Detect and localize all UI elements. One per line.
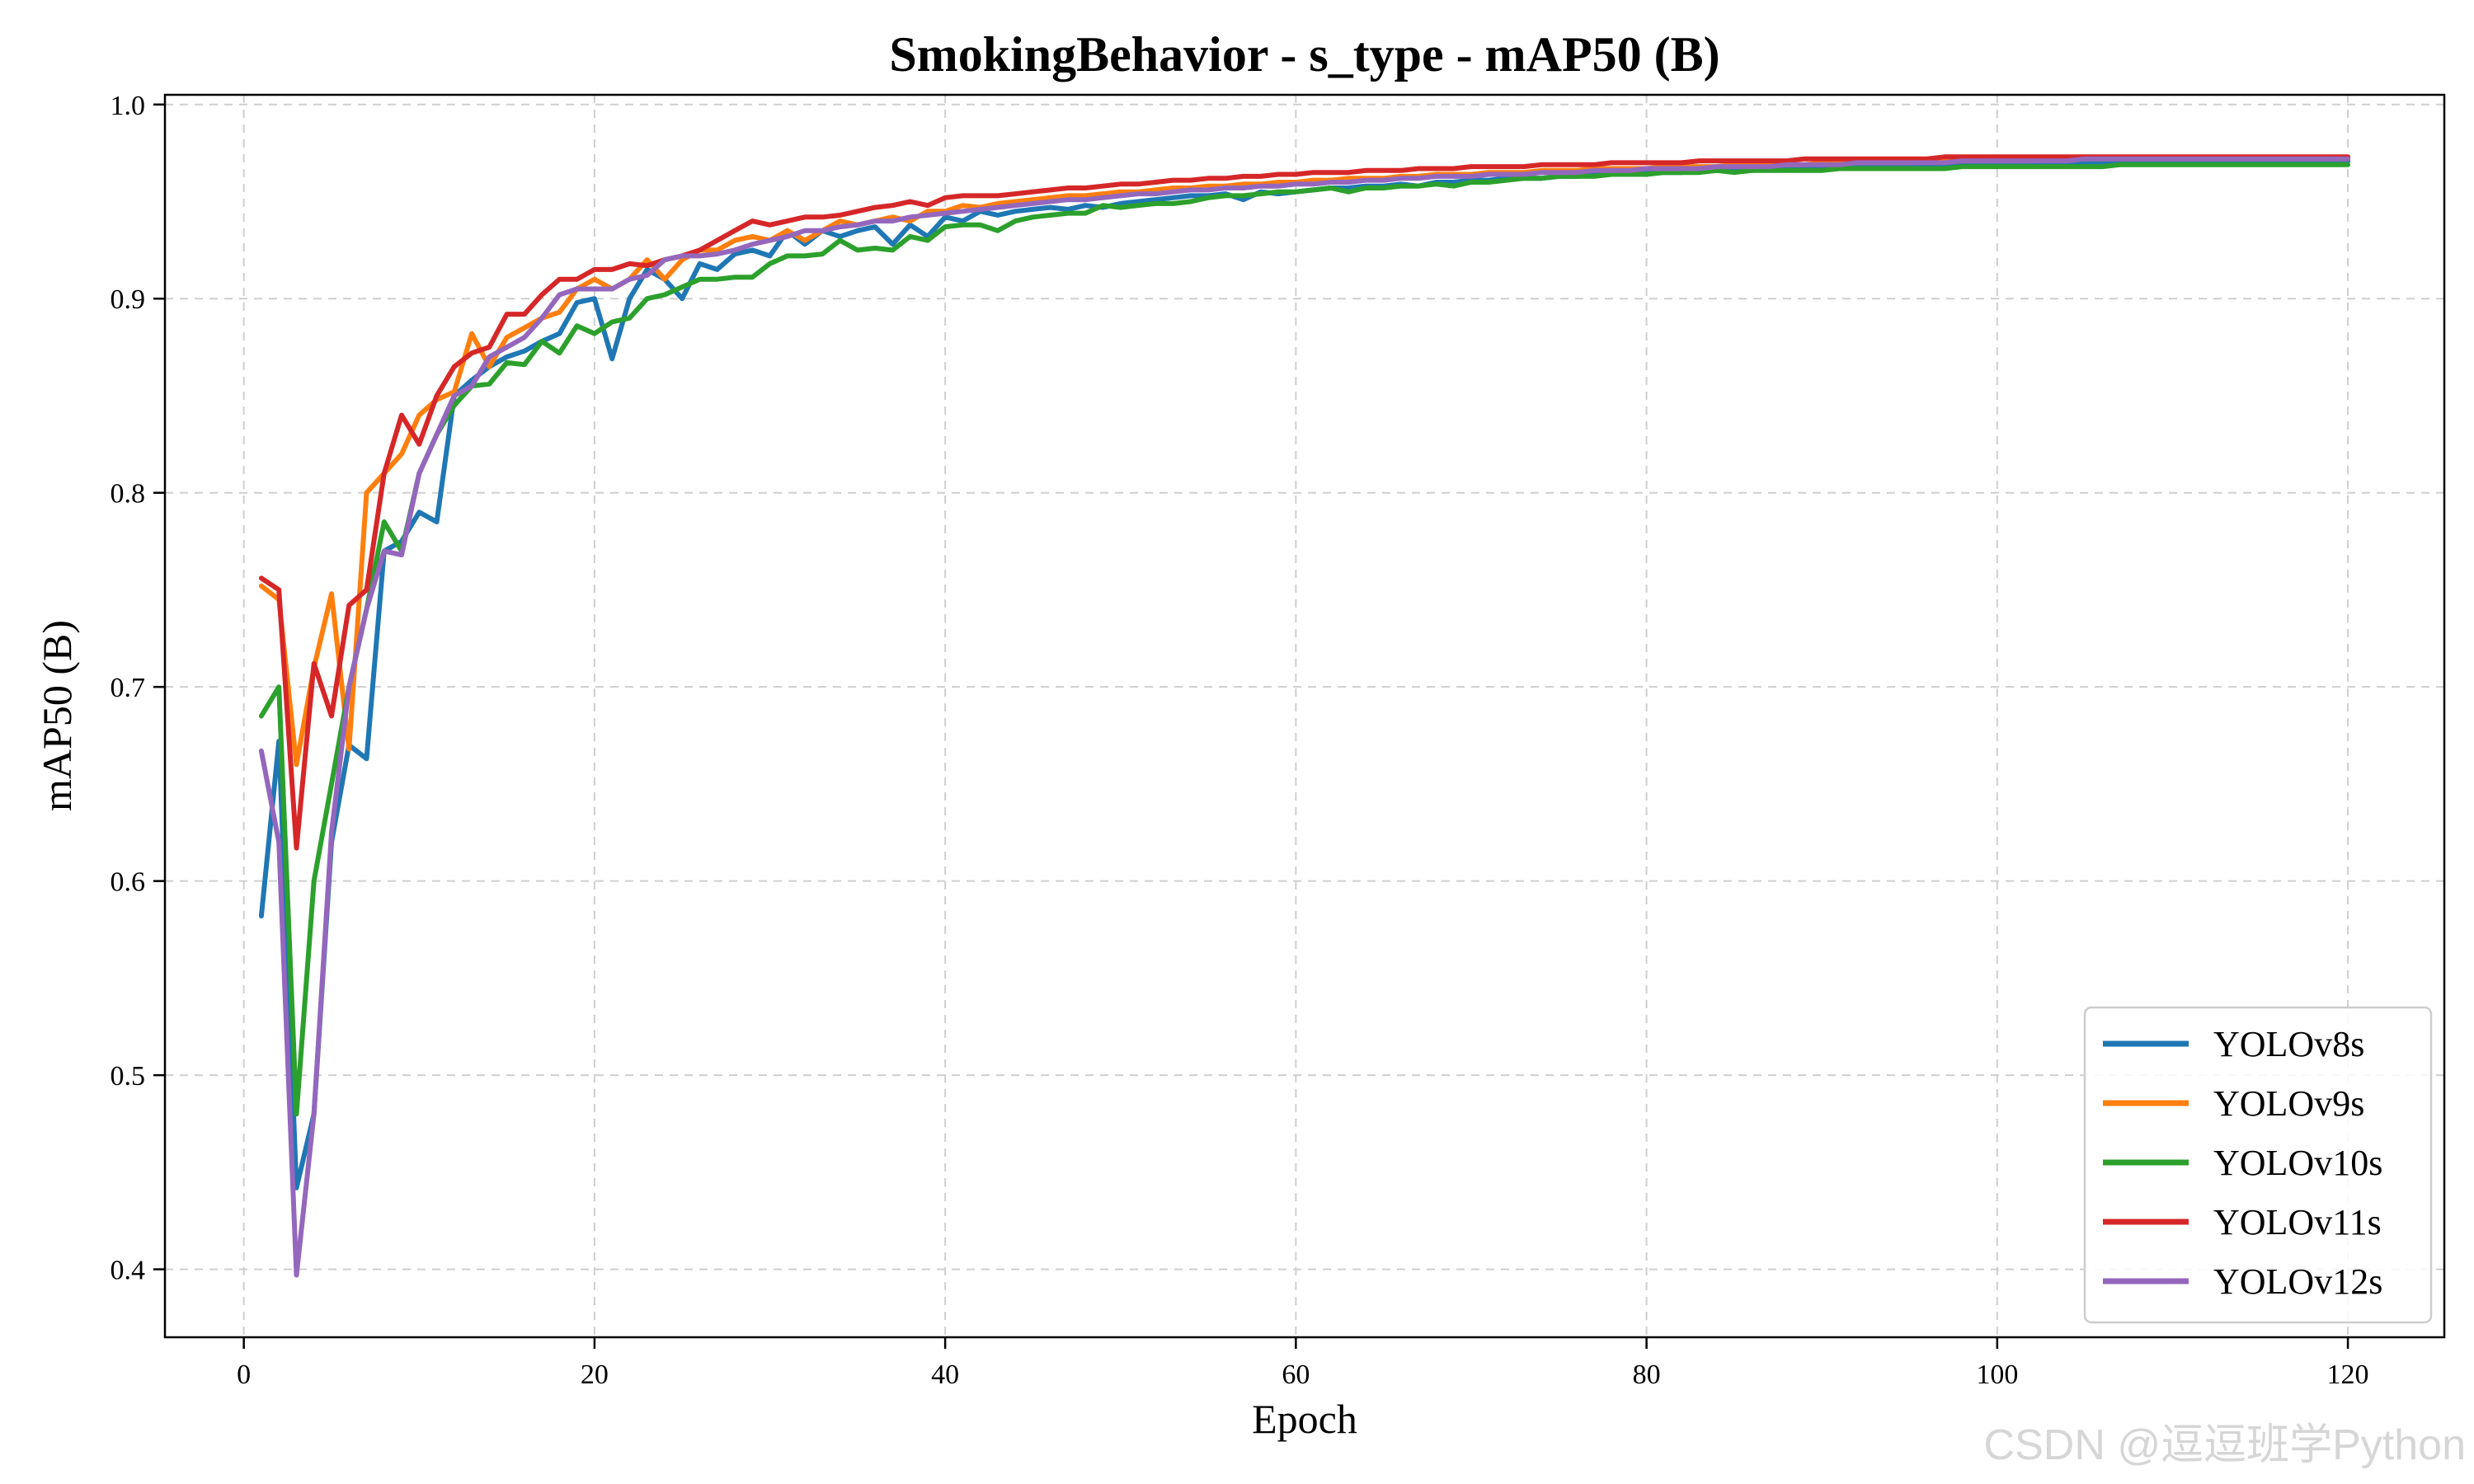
x-tick-label: 60	[1282, 1360, 1310, 1390]
x-tick-label: 120	[2327, 1360, 2369, 1390]
y-tick-label: 0.5	[111, 1061, 146, 1092]
y-tick-label: 0.6	[111, 867, 146, 898]
x-axis-label: Epoch	[1252, 1396, 1357, 1442]
x-tick-label: 100	[1976, 1360, 2018, 1390]
legend: YOLOv8s YOLOv9s YOLOv10s YOLOv11s YOLOv12s	[2083, 1006, 2433, 1324]
series-line-yolov11s	[258, 154, 2351, 851]
y-tick-label: 0.9	[111, 284, 146, 315]
legend-label: YOLOv11s	[2213, 1202, 2382, 1242]
watermark: CSDN @逗逗班学Python	[1984, 1421, 2466, 1469]
chart-title: SmokingBehavior - s_type - mAP50 (B)	[889, 27, 1719, 82]
plot-frame	[163, 93, 2446, 1339]
x-tick-label: 40	[931, 1360, 959, 1390]
series-line-yolov12s	[258, 156, 2351, 1278]
legend-box	[2083, 1006, 2433, 1324]
y-tick-label: 0.4	[111, 1256, 146, 1286]
x-tick-label: 0	[237, 1360, 251, 1390]
y-tick-label: 0.8	[111, 479, 146, 510]
x-tick-label: 80	[1633, 1360, 1661, 1390]
y-axis-label: mAP50 (B)	[34, 620, 80, 811]
x-tick-label: 20	[581, 1360, 609, 1390]
legend-label: YOLOv12s	[2213, 1261, 2382, 1302]
legend-label: YOLOv9s	[2213, 1083, 2364, 1124]
legend-label: YOLOv8s	[2213, 1024, 2364, 1064]
axis-ticks: 0 20 40 60 80 100 120 0.4 0.5 0.6 0.7 0.8 0.9 1.0	[111, 91, 2369, 1390]
y-tick-label: 1.0	[111, 91, 146, 121]
series-line-yolov10s	[258, 162, 2351, 1117]
y-tick-label: 0.7	[111, 673, 146, 703]
legend-label: YOLOv10s	[2213, 1143, 2382, 1183]
series-lines	[258, 154, 2351, 1278]
